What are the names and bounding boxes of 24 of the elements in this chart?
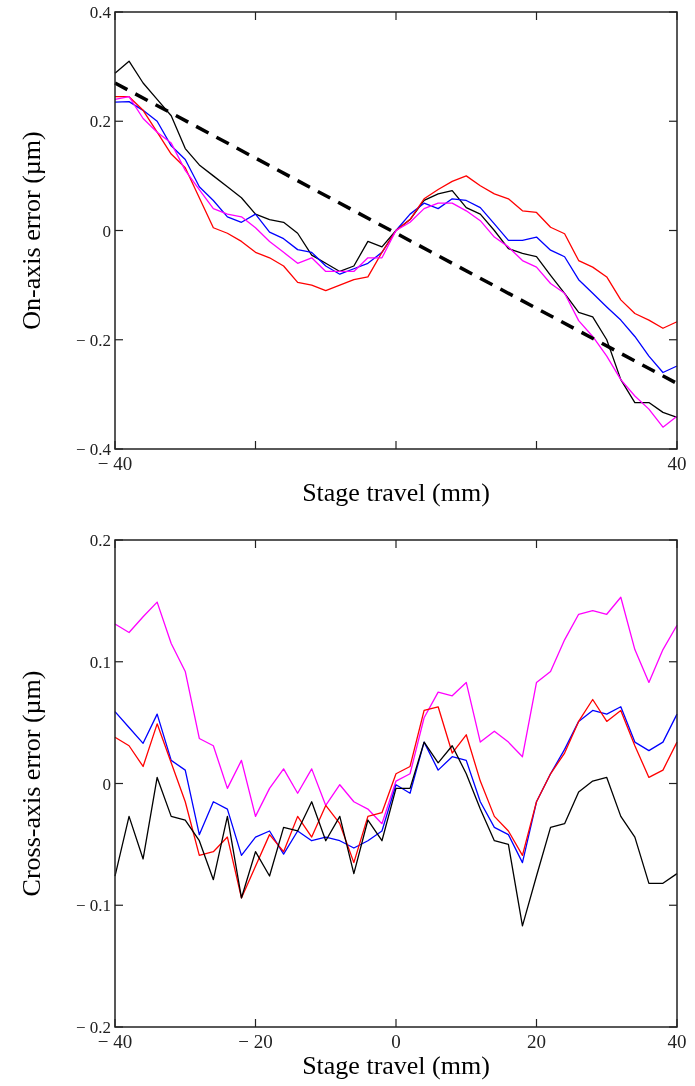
x-tick-label: − 20 xyxy=(238,1031,273,1052)
x-axis-title: Stage travel (mm) xyxy=(302,1051,490,1080)
y-tick-label: 0.2 xyxy=(89,112,111,132)
y-tick-label: 0.1 xyxy=(89,652,111,672)
x-tick-label: 20 xyxy=(527,1031,546,1052)
line-series xyxy=(114,96,678,329)
y-axis-title: Cross-axis error (µm) xyxy=(17,670,46,897)
y-tick-label: − 0.1 xyxy=(75,896,111,916)
y-tick-label: 0 xyxy=(102,221,111,241)
line-series xyxy=(114,741,678,927)
line-series xyxy=(114,596,678,825)
x-tick-label: 40 xyxy=(667,453,687,474)
y-tick-label: − 0.2 xyxy=(75,330,111,350)
y-tick-label: − 0.4 xyxy=(75,440,112,459)
x-tick-label: 40 xyxy=(667,1031,687,1052)
y-tick-label: − 0.2 xyxy=(75,1018,111,1037)
line-series xyxy=(114,706,678,864)
y-tick-label: 0.2 xyxy=(89,531,111,550)
y-axis-title: On-axis error (µm) xyxy=(17,131,46,330)
x-tick-label: 0 xyxy=(391,1031,401,1052)
line-series xyxy=(114,698,678,899)
x-axis-title: Stage travel (mm) xyxy=(302,478,490,507)
y-tick-label: 0.4 xyxy=(89,3,112,22)
y-tick-label: 0 xyxy=(102,774,111,794)
